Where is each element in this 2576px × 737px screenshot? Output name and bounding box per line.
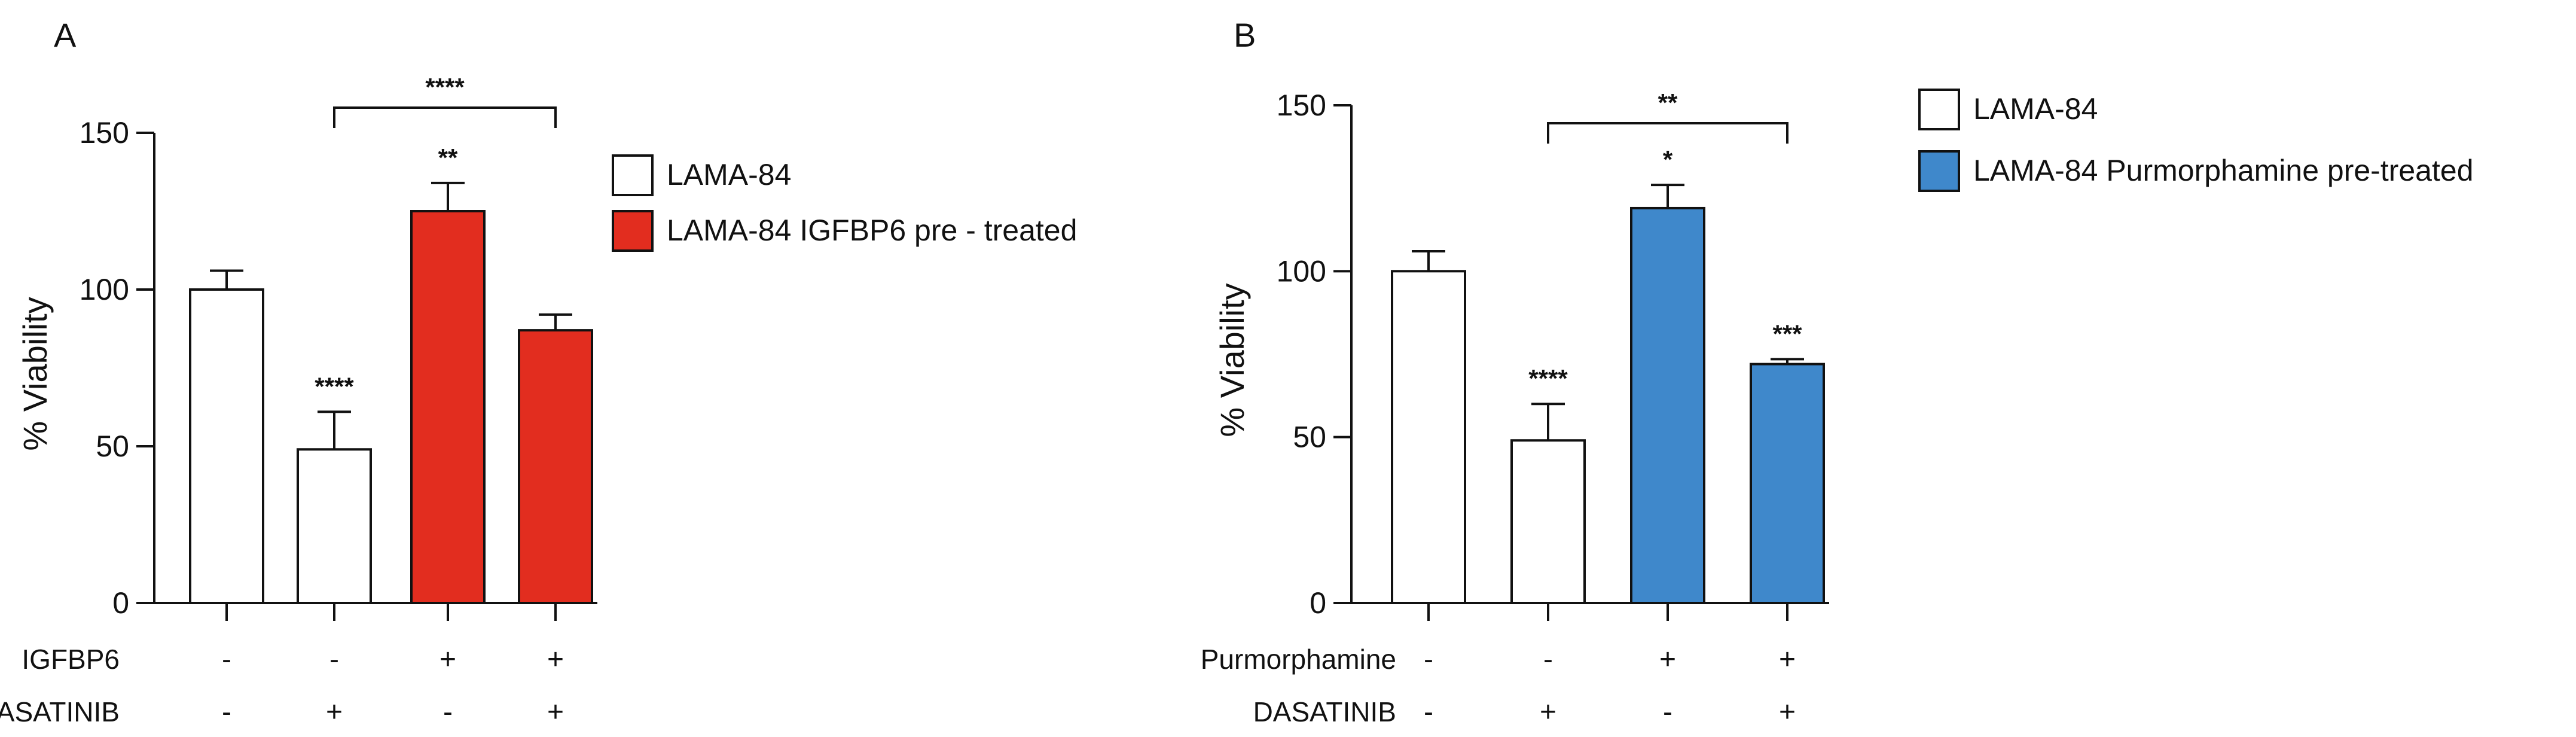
condition-sign: + — [547, 644, 564, 675]
condition-sign: - — [1663, 696, 1672, 728]
condition-sign: - — [222, 644, 231, 675]
y-tick-label: 100 — [1277, 254, 1326, 288]
condition-label: DASATINIB — [0, 696, 120, 727]
y-axis-label: % Viability — [16, 297, 54, 450]
bar — [1510, 439, 1586, 604]
y-tick-label: 50 — [96, 430, 129, 463]
condition-sign: - — [1424, 696, 1433, 728]
bar — [518, 329, 593, 604]
y-axis-label: % Viability — [1213, 283, 1251, 437]
condition-sign: + — [1540, 696, 1556, 728]
legend-label: LAMA-84 — [1973, 92, 2098, 126]
comparison-bracket — [333, 106, 557, 128]
legend-swatch — [612, 154, 654, 196]
significance-label: * — [1663, 145, 1673, 173]
legend-label: LAMA-84 — [667, 158, 791, 191]
condition-label: Purmorphamine — [1201, 644, 1396, 675]
significance-label: ** — [438, 144, 458, 172]
legend-swatch — [1918, 89, 1960, 130]
comparison-bracket — [1547, 122, 1788, 144]
condition-sign: - — [329, 644, 339, 675]
y-tick-label: 50 — [1293, 421, 1326, 454]
panel-letter-b: B — [1234, 16, 1256, 54]
y-tick-label: 100 — [80, 273, 129, 306]
y-tick-label: 150 — [1277, 89, 1326, 122]
condition-sign: - — [1424, 644, 1433, 675]
bar — [297, 448, 372, 604]
significance-label: **** — [315, 372, 354, 400]
y-tick-label: 0 — [112, 586, 129, 620]
condition-sign: + — [547, 696, 564, 728]
y-tick-label: 0 — [1310, 586, 1326, 620]
legend-label: LAMA-84 IGFBP6 pre - treated — [667, 214, 1077, 247]
condition-sign: + — [1779, 696, 1796, 728]
condition-sign: - — [1543, 644, 1553, 675]
condition-sign: + — [439, 644, 456, 675]
bar — [189, 288, 264, 604]
bar — [1750, 363, 1825, 604]
condition-sign: + — [326, 696, 343, 728]
legend-label: LAMA-84 Purmorphamine pre-treated — [1973, 154, 2474, 187]
bar — [1391, 270, 1466, 605]
bar — [1630, 206, 1705, 604]
legend-swatch — [612, 210, 654, 252]
panel-letter-a: A — [54, 16, 77, 54]
bracket-significance-label: **** — [425, 73, 465, 101]
condition-sign: - — [443, 696, 453, 728]
condition-sign: + — [1659, 644, 1676, 675]
condition-label: DASATINIB — [1253, 696, 1396, 727]
bracket-significance-label: ** — [1658, 89, 1678, 117]
condition-sign: - — [222, 696, 231, 728]
condition-sign: + — [1779, 644, 1796, 675]
significance-label: *** — [1772, 319, 1802, 348]
condition-label: IGFBP6 — [22, 644, 120, 675]
legend-swatch — [1918, 150, 1960, 192]
significance-label: **** — [1528, 364, 1568, 392]
bar — [410, 210, 486, 604]
y-tick-label: 150 — [80, 116, 129, 150]
